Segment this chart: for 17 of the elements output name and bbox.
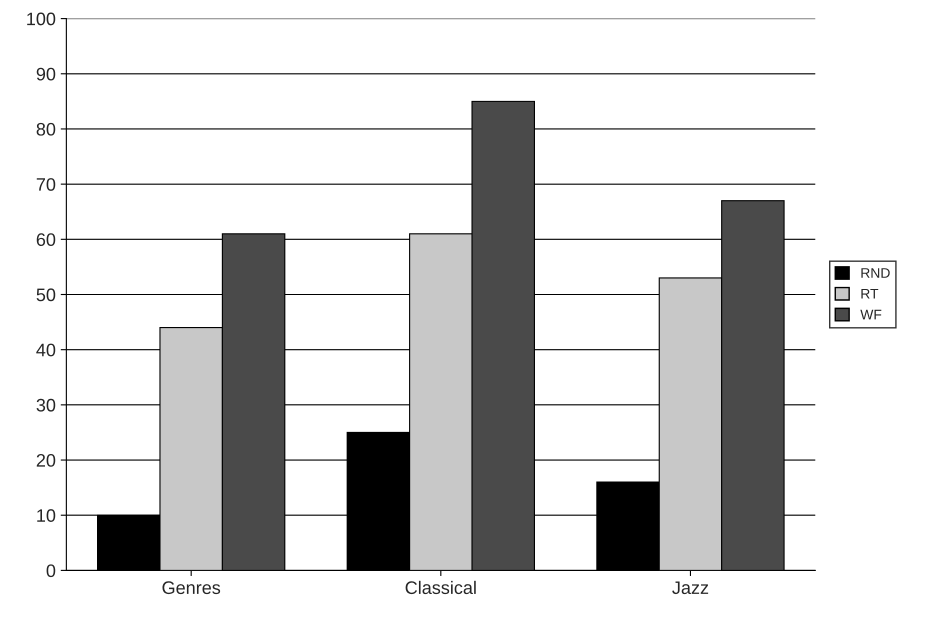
y-tick-label: 20 <box>36 454 56 467</box>
y-tick-label: 40 <box>36 344 56 356</box>
y-tick-label: 70 <box>36 178 56 191</box>
y-tick-label: 30 <box>36 398 56 412</box>
x-tick-label: Classical <box>406 580 476 594</box>
y-tick-label: 10 <box>37 509 56 522</box>
legend-label: WF <box>860 310 882 320</box>
y-tick-label: 90 <box>36 68 56 80</box>
x-tick-label: Genres <box>162 581 220 594</box>
y-tick-label: 60 <box>36 233 56 246</box>
legend-label: RND <box>861 268 890 278</box>
y-tick-label: 0 <box>46 564 56 578</box>
y-tick-label: 50 <box>36 288 56 302</box>
legend-label: RT <box>861 288 878 299</box>
x-tick-label: Jazz <box>672 581 708 594</box>
y-tick-label: 100 <box>27 12 56 26</box>
y-tick-label: 80 <box>36 122 56 136</box>
